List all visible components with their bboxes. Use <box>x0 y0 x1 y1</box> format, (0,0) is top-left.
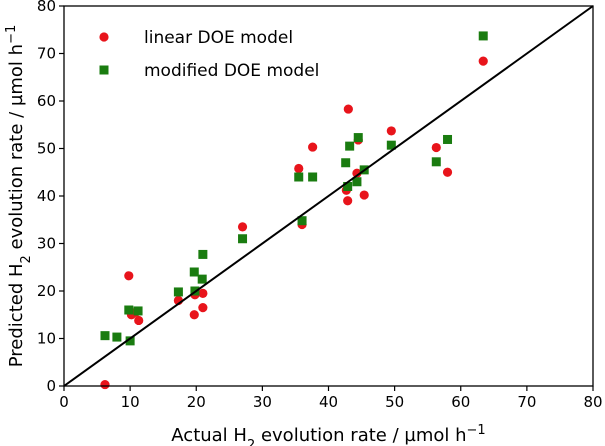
x-tick-label: 80 <box>583 393 602 411</box>
point-modified-doe-model <box>100 331 110 341</box>
y-tick-label: 40 <box>37 187 56 205</box>
point-modified-doe-model <box>112 332 122 342</box>
reference-line-y-equals-x <box>63 5 594 387</box>
point-linear-doe-model <box>343 196 353 206</box>
point-modified-doe-model <box>341 158 351 168</box>
legend-label-linear-doe-model: linear DOE model <box>144 28 293 48</box>
x-tick-label: 60 <box>451 393 470 411</box>
point-modified-doe-model <box>345 141 355 151</box>
point-modified-doe-model <box>124 305 134 315</box>
point-linear-doe-model <box>198 303 208 313</box>
point-modified-doe-model <box>297 216 307 226</box>
point-modified-doe-model <box>294 172 304 182</box>
point-linear-doe-model <box>134 315 144 326</box>
y-axis-label: Predicted H2 evolution rate / µmol h−1 <box>4 25 34 368</box>
y-tick-label: 60 <box>37 92 56 110</box>
point-modified-doe-model <box>478 31 488 41</box>
point-linear-doe-model <box>100 379 110 390</box>
point-modified-doe-model <box>125 336 135 346</box>
point-modified-doe-model <box>343 182 353 191</box>
y-tick-label: 70 <box>37 45 56 63</box>
y-tick-label: 20 <box>37 282 56 300</box>
y-tick-label: 80 <box>37 0 56 15</box>
x-tick-label: 10 <box>121 393 140 411</box>
x-axis-ticks: 0 10 20 30 40 50 60 70 80 <box>59 386 603 411</box>
point-modified-doe-model <box>198 249 208 259</box>
x-tick-label: 20 <box>187 393 206 411</box>
point-modified-doe-model <box>443 134 453 144</box>
point-linear-doe-model <box>478 56 488 66</box>
legend-marker-modified-doe-model <box>99 65 109 75</box>
point-linear-doe-model <box>189 310 199 320</box>
y-tick-label: 30 <box>37 235 56 253</box>
x-tick-label: 50 <box>385 393 404 411</box>
legend: linear DOE model modified DOE model <box>99 28 319 81</box>
y-tick-label: 50 <box>37 140 56 158</box>
point-modified-doe-model <box>431 157 441 167</box>
point-linear-doe-model <box>386 126 396 136</box>
x-tick-label: 0 <box>59 393 69 411</box>
point-linear-doe-model <box>124 271 134 281</box>
point-linear-doe-model <box>431 142 441 153</box>
point-modified-doe-model <box>353 133 363 143</box>
point-modified-doe-model <box>133 306 143 316</box>
point-linear-doe-model <box>343 104 353 114</box>
legend-marker-linear-doe-model <box>99 32 109 42</box>
x-axis-label: Actual H2 evolution rate / µmol h−1 <box>171 423 485 446</box>
y-axis-ticks: 0 10 20 30 40 50 60 70 80 <box>37 0 64 395</box>
x-tick-label: 40 <box>319 393 338 411</box>
y-tick-label: 0 <box>46 377 56 395</box>
x-tick-label: 30 <box>253 393 272 411</box>
data-marks <box>100 31 488 390</box>
point-linear-doe-model <box>294 163 304 174</box>
point-linear-doe-model <box>359 190 369 200</box>
point-modified-doe-model <box>308 172 318 182</box>
point-linear-doe-model <box>308 142 318 152</box>
legend-label-modified-doe-model: modified DOE model <box>144 61 319 81</box>
point-modified-doe-model <box>352 177 362 187</box>
point-linear-doe-model <box>352 168 362 178</box>
point-modified-doe-model <box>189 267 199 277</box>
point-linear-doe-model <box>198 288 208 298</box>
point-linear-doe-model <box>442 167 453 177</box>
y-tick-label: 10 <box>37 330 56 348</box>
point-modified-doe-model <box>238 234 248 244</box>
point-modified-doe-model <box>197 274 207 284</box>
x-tick-label: 70 <box>517 393 536 411</box>
point-modified-doe-model <box>173 287 183 297</box>
point-linear-doe-model <box>237 222 248 232</box>
point-modified-doe-model <box>386 140 396 150</box>
